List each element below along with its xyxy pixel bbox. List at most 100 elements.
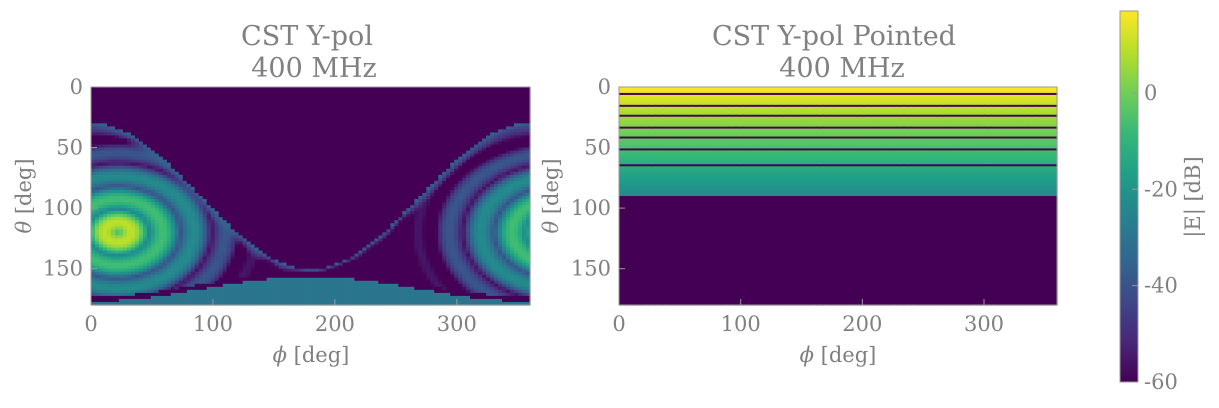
heatmap-cell: [202, 111, 208, 115]
heatmap-cell: [434, 126, 439, 130]
heatmap-cell: [222, 180, 228, 185]
heatmap-cell: [234, 108, 240, 112]
heatmap-cell: [406, 208, 411, 212]
heatmap-cell: [130, 147, 136, 152]
heatmap-cell: [286, 90, 292, 94]
heatmap-cell: [122, 162, 128, 167]
heatmap-cell: [478, 217, 483, 221]
heatmap-cell: [298, 171, 304, 176]
heatmap-cell: [230, 144, 236, 149]
heatmap-cell: [158, 159, 164, 164]
heatmap-cell: [282, 123, 288, 127]
heatmap-cell: [194, 105, 200, 109]
heatmap-cell: [198, 132, 204, 137]
heatmap-cell: [91, 114, 96, 118]
heatmap-cell: [314, 156, 320, 161]
heatmap-cell: [494, 165, 499, 170]
heatmap-cell: [190, 208, 196, 212]
heatmap-cell: [238, 180, 244, 185]
heatmap-cell: [342, 177, 348, 182]
heatmap-cell: [450, 141, 455, 146]
heatmap-cell: [262, 102, 268, 106]
heatmap-cell: [250, 171, 256, 176]
heatmap-cell: [494, 177, 499, 182]
heatmap-cell: [390, 90, 395, 94]
heatmap-cell: [150, 208, 156, 212]
heatmap-cell: [478, 141, 483, 146]
heatmap-cell: [422, 147, 427, 152]
heatmap-cell: [510, 87, 515, 91]
heatmap-cell: [238, 114, 244, 118]
heatmap-cell: [458, 105, 463, 109]
heatmap-cell: [174, 138, 180, 143]
heatmap-cell: [366, 108, 371, 112]
heatmap-cell: [390, 129, 395, 134]
heatmap-cell: [502, 96, 507, 100]
heatmap-cell: [402, 177, 407, 182]
heatmap-cell: [378, 174, 383, 179]
heatmap-cell: [410, 150, 415, 155]
heatmap-cell: [418, 196, 423, 200]
heatmap-cell: [162, 108, 168, 112]
heatmap-cell: [182, 117, 188, 121]
heatmap-cell: [322, 153, 328, 158]
heatmap-cell: [514, 123, 519, 127]
heatmap-cell: [178, 129, 184, 134]
heatmap-cell: [290, 102, 296, 106]
heatmap-cell: [450, 93, 455, 97]
heatmap-cell: [102, 99, 108, 103]
heatmap-cell: [150, 126, 156, 130]
heatmap-cell: [262, 189, 268, 194]
heatmap-cell: [170, 132, 176, 137]
heatmap-cell: [250, 138, 256, 143]
heatmap-cell: [314, 162, 320, 167]
heatmap-cell: [194, 90, 200, 94]
heatmap-cell: [334, 208, 340, 212]
heatmap-cell: [262, 123, 268, 127]
heatmap-cell: [434, 208, 439, 212]
heatmap-cell: [414, 156, 419, 161]
heatmap-cell: [142, 217, 148, 221]
heatmap-cell: [418, 147, 423, 152]
heatmap-cell: [374, 93, 379, 97]
heatmap-cell: [506, 144, 511, 149]
heatmap-cell: [458, 171, 463, 176]
heatmap-cell: [362, 114, 367, 118]
heatmap-cell: [258, 126, 264, 130]
heatmap-cell: [350, 177, 355, 182]
heatmap-cell: [286, 96, 292, 100]
heatmap-cell: [342, 90, 348, 94]
heatmap-cell: [270, 93, 276, 97]
heatmap-cell: [338, 132, 344, 137]
heatmap-cell: [150, 159, 156, 164]
heatmap-cell: [430, 150, 435, 155]
heatmap-cell: [506, 186, 511, 191]
heatmap-cell: [294, 117, 300, 121]
heatmap-cell: [190, 132, 196, 137]
heatmap-cell: [490, 174, 495, 179]
heatmap-cell: [362, 183, 367, 188]
heatmap-cell: [174, 126, 180, 130]
heatmap-cell: [498, 186, 503, 191]
heatmap-cell: [314, 141, 320, 146]
heatmap-cell: [218, 208, 224, 212]
heatmap-cell: [274, 87, 280, 91]
heatmap-cell: [162, 177, 168, 182]
heatmap-cell: [302, 87, 308, 91]
heatmap-cell: [314, 105, 320, 109]
heatmap-cell: [254, 180, 260, 185]
heatmap-cell: [370, 144, 375, 149]
heatmap-cell: [314, 177, 320, 182]
heatmap-cell: [106, 223, 112, 227]
heatmap-cell: [290, 120, 296, 124]
heatmap-cell: [390, 120, 395, 124]
heatmap-cell: [222, 208, 228, 212]
heatmap-cell: [122, 208, 128, 212]
heatmap-cell: [246, 105, 252, 109]
heatmap-cell: [226, 156, 232, 161]
heatmap-cell: [258, 135, 264, 140]
heatmap-cell: [198, 156, 204, 161]
heatmap-cell: [302, 171, 308, 176]
heatmap-cell: [450, 162, 455, 167]
heatmap-cell: [266, 87, 272, 91]
